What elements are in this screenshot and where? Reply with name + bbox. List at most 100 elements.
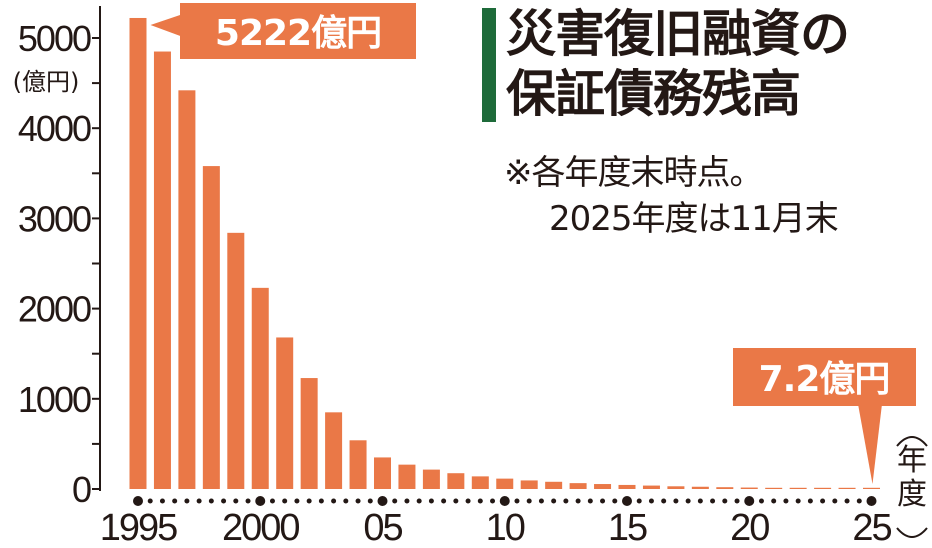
- callout-label-start: 5222億円: [215, 13, 381, 54]
- x-minor-dot: [673, 498, 679, 504]
- x-minor-dot: [441, 498, 447, 504]
- x-minor-dot: [612, 498, 618, 504]
- y-tick-label: 0: [72, 469, 91, 510]
- x-minor-dot: [355, 498, 361, 504]
- y-tick-label: 1000: [18, 379, 91, 420]
- callout-pointer-end: [858, 404, 882, 484]
- callout-box-end: [733, 348, 916, 406]
- y-unit-label: (億円): [13, 68, 80, 96]
- x-major-dot: [499, 496, 510, 506]
- x-minor-dot: [648, 498, 654, 504]
- x-minor-dot: [453, 498, 459, 504]
- x-unit-paren-bottom: [896, 527, 928, 538]
- y-tick-label: 3000: [18, 198, 91, 239]
- bar: [276, 337, 294, 489]
- x-minor-dot: [575, 498, 581, 504]
- x-minor-dot: [184, 498, 190, 504]
- x-unit-paren-top: [896, 436, 928, 447]
- bar: [153, 51, 171, 489]
- x-minor-dot: [147, 498, 153, 504]
- callout-box-start: [180, 3, 416, 59]
- x-minor-dot: [661, 498, 667, 504]
- bar: [325, 412, 343, 489]
- bar: [545, 481, 563, 489]
- x-minor-dot: [269, 498, 275, 504]
- x-minor-dot: [172, 498, 178, 504]
- bar: [667, 486, 685, 489]
- x-minor-dot: [795, 498, 801, 504]
- x-minor-dot: [428, 498, 434, 504]
- bar: [129, 17, 147, 490]
- x-major-dot: [622, 496, 632, 506]
- x-minor-dot: [367, 498, 373, 504]
- x-major-dot: [133, 496, 143, 506]
- x-minor-dot: [771, 498, 777, 504]
- x-minor-dot: [758, 498, 764, 504]
- note-line-2: 2025年度は11月末: [549, 199, 839, 239]
- x-minor-dot: [331, 498, 337, 504]
- x-minor-dot: [807, 498, 813, 504]
- bar: [863, 487, 880, 489]
- bar: [618, 484, 636, 489]
- bar: [422, 469, 440, 489]
- x-minor-dot: [392, 498, 398, 504]
- x-minor-dot: [563, 498, 569, 504]
- x-minor-dot: [159, 498, 165, 504]
- y-tick-label: 5000: [18, 18, 91, 59]
- bar: [349, 440, 367, 489]
- x-minor-dot: [416, 498, 422, 504]
- bar: [765, 487, 783, 489]
- x-minor-dot: [820, 498, 826, 504]
- note-line-1: ※各年度末時点。: [504, 153, 763, 193]
- x-minor-dot: [318, 498, 324, 504]
- title-accent-bar: [482, 8, 496, 122]
- x-minor-dot: [477, 498, 483, 504]
- bar: [716, 487, 734, 489]
- x-minor-dot: [294, 498, 300, 504]
- callout-pointer-start: [150, 14, 183, 37]
- bar: [789, 487, 807, 489]
- x-minor-dot: [844, 498, 850, 504]
- callout-label-end: 7.2億円: [759, 359, 890, 400]
- x-tick-label: 1995: [100, 507, 177, 548]
- x-minor-dot: [600, 498, 606, 504]
- x-minor-dot: [697, 498, 703, 504]
- y-tick-label: 4000: [18, 108, 91, 149]
- x-minor-dot: [465, 498, 471, 504]
- bar: [740, 487, 758, 489]
- x-tick-label: 20: [730, 507, 769, 548]
- chart-title-line-2: 保証債務残高: [506, 65, 801, 123]
- x-minor-dot: [514, 498, 520, 504]
- bar: [178, 90, 196, 489]
- x-minor-dot: [404, 498, 410, 504]
- x-minor-dot: [490, 498, 496, 504]
- x-major-dot: [866, 496, 877, 506]
- x-major-dot: [255, 496, 266, 506]
- bar: [642, 485, 660, 489]
- x-minor-dot: [208, 498, 214, 504]
- x-minor-dot: [783, 498, 789, 504]
- x-minor-dot: [233, 498, 239, 504]
- x-minor-dot: [856, 498, 862, 504]
- bar: [814, 487, 832, 489]
- x-minor-dot: [245, 498, 251, 504]
- x-minor-dot: [734, 498, 740, 504]
- chart-title-line-1: 災害復旧融資の: [506, 5, 850, 63]
- x-tick-label: 10: [486, 507, 525, 548]
- bar: [447, 473, 465, 489]
- x-tick-label: 2000: [222, 507, 299, 548]
- bar: [838, 487, 856, 489]
- x-minor-dot: [832, 498, 838, 504]
- x-minor-dot: [722, 498, 728, 504]
- x-minor-dot: [710, 498, 716, 504]
- x-minor-dot: [636, 498, 642, 504]
- x-minor-dot: [196, 498, 202, 504]
- x-minor-dot: [526, 498, 532, 504]
- x-unit-label: 年度: [897, 443, 927, 512]
- bar: [374, 457, 391, 489]
- x-minor-dot: [306, 498, 312, 504]
- bar: [227, 232, 245, 489]
- x-minor-dot: [282, 498, 288, 504]
- bar: [594, 484, 612, 489]
